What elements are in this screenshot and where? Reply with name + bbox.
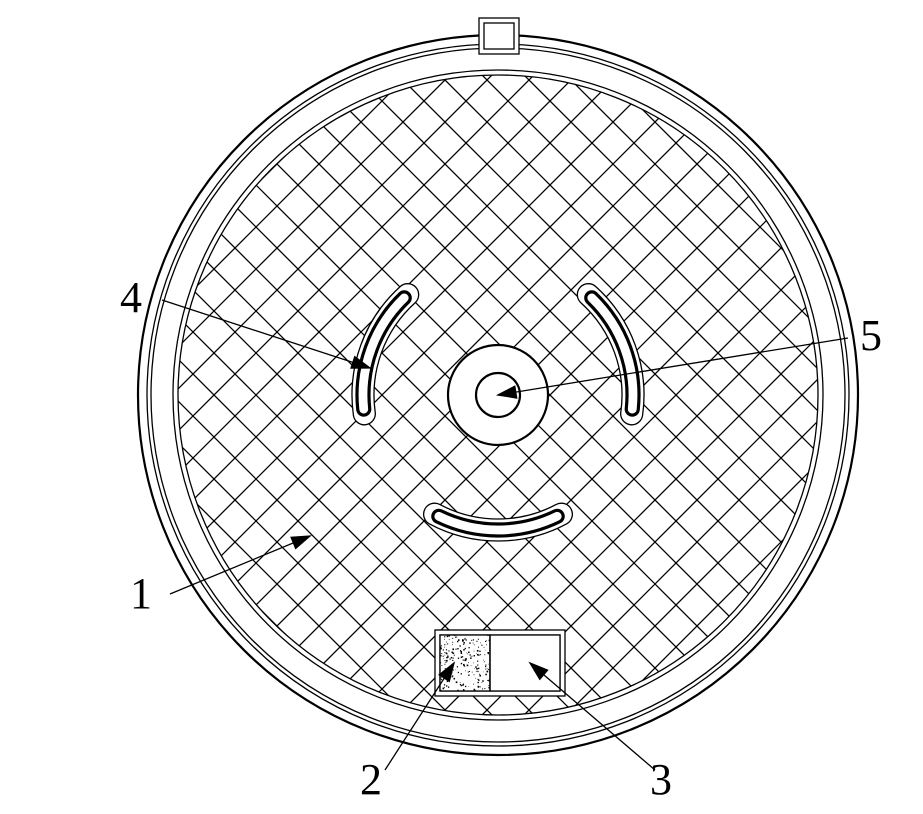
leader-2 — [385, 663, 454, 770]
label-1: 1 — [130, 569, 152, 618]
label-4: 4 — [120, 273, 142, 322]
label-2: 2 — [360, 755, 382, 804]
label-5: 5 — [860, 311, 882, 360]
diagram-svg: 1 2 3 4 5 — [0, 0, 923, 814]
figure: { "labels": { "l1": "1", "l2": "2", "l3"… — [0, 0, 923, 814]
top-tab — [479, 18, 519, 54]
label-3: 3 — [650, 755, 672, 804]
